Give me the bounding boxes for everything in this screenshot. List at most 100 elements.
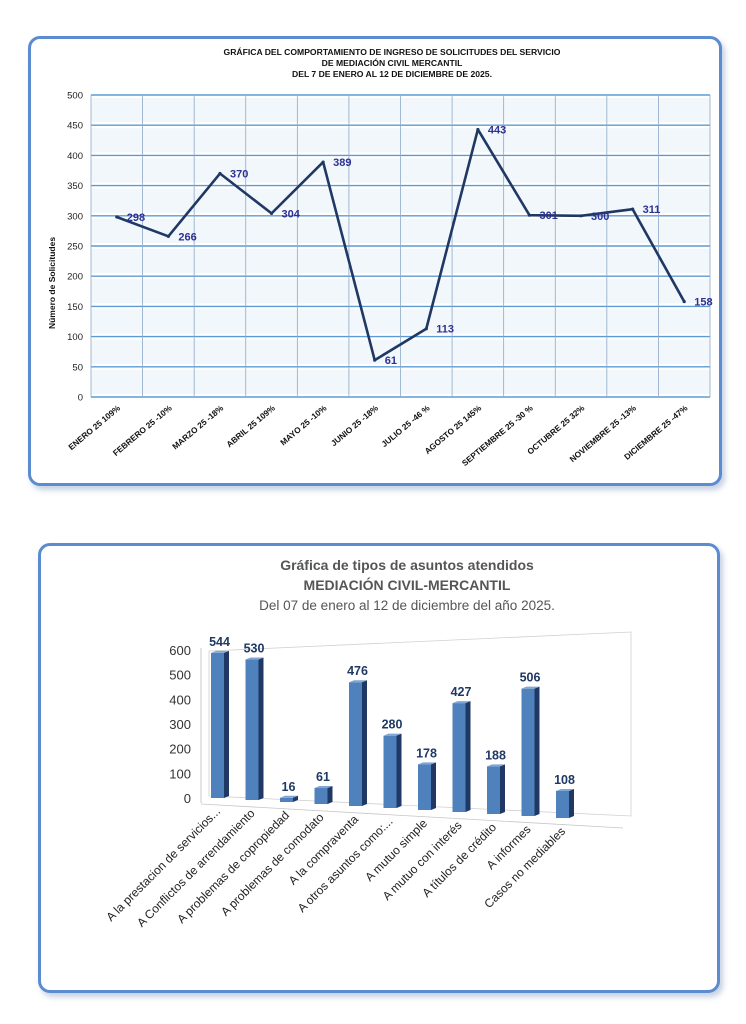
bar [418,764,431,810]
bar-top [211,650,229,653]
bar [452,703,466,812]
bar [521,688,535,816]
bar [556,791,569,818]
data-label: 298 [127,212,145,224]
data-label: 61 [316,770,330,784]
x-tick-label: ENERO 25 109% [66,402,122,452]
y-tick-label: 0 [184,791,191,806]
bar-side [258,657,264,800]
data-label: 301 [539,210,557,222]
x-tick-label: MAYO 25 -10% [278,402,329,447]
data-label: 113 [436,324,454,336]
data-point [682,299,686,304]
data-point [269,211,274,215]
data-point [527,213,532,217]
chart-title-line-1: GRÁFICA DEL COMPORTAMIENTO DE INGRESO DE… [224,47,561,57]
data-point [476,127,480,132]
y-tick-label: 500 [169,668,191,683]
y-tick-label: 200 [169,742,191,757]
data-point [321,160,325,164]
bar-side [431,762,436,810]
y-tick-label: 450 [67,121,83,132]
bar-chart-panel: Gráfica de tipos de asuntos atendidos ME… [38,543,720,993]
bar-top [383,733,402,736]
back-wall [208,631,632,817]
y-tick-label: 0 [78,393,83,404]
data-label: 188 [485,748,506,762]
data-point [218,171,222,176]
floor-edge [200,803,624,829]
data-label: 16 [282,780,296,794]
x-tick-label: MARZO 25 -18% [170,402,226,451]
bar-chart-title: Gráfica de tipos de asuntos atendidos [280,557,534,573]
chart-title-line-2: DE MEDIACIÓN CIVIL MERCANTIL [322,57,463,68]
bar-top [556,789,574,791]
data-label: 280 [382,718,403,732]
chart-title-line-3: DEL 7 DE ENERO AL 12 DE DICIEMBRE DE 202… [292,69,492,79]
data-label: 266 [178,231,196,243]
data-label: 178 [416,746,437,760]
bar-top [280,795,298,798]
y-tick-label: 50 [72,362,83,373]
bar-top [521,686,540,689]
x-tick-label: JUNIO 25 -18% [329,402,381,448]
bar [280,797,293,802]
series-line [116,128,686,362]
y-tick-label: 100 [169,766,191,781]
bar [349,682,362,806]
y-tick-label: 600 [169,643,191,658]
x-tick-label: ABRIL 25 109% [224,402,277,449]
bar-side [293,795,298,802]
x-tick-label: JULIO 25 -46 % [379,402,432,449]
bar-top [418,762,436,765]
bar-chart-date-range: Del 07 de enero al 12 de diciembre del a… [259,598,555,613]
data-label: 530 [244,642,265,656]
bar-top [452,701,471,704]
bar [245,659,259,800]
bar-side [569,789,574,818]
data-label: 300 [591,211,609,223]
bar-side [500,764,505,814]
data-label: 304 [282,208,301,220]
y-tick-label: 150 [67,302,83,313]
bar [487,766,500,814]
data-label: 370 [230,169,248,181]
bar-top [487,764,505,767]
bar-side [327,786,333,804]
bar [211,652,224,798]
bar [383,735,397,808]
data-point [424,327,428,331]
data-label: 158 [694,297,712,309]
data-point [631,207,635,211]
y-tick-label: 200 [67,272,83,283]
bar-side [465,701,471,812]
data-point [166,234,170,238]
bar-top [245,657,264,660]
bar-side [534,686,540,816]
y-tick-label: 400 [169,692,191,707]
y-tick-label: 100 [67,332,83,343]
bar-chart: Gráfica de tipos de asuntos atendidos ME… [103,557,632,930]
bar-side [396,733,402,808]
line-chart-panel: GRÁFICA DEL COMPORTAMIENTO DE INGRESO DE… [28,36,722,486]
data-label: 427 [451,685,472,699]
bar [314,788,328,804]
y-tick-label: 300 [169,717,191,732]
bar-side [362,680,367,806]
data-label: 476 [347,664,368,678]
y-tick-label: 250 [67,242,83,253]
y-tick-label: 350 [67,181,83,192]
data-label: 443 [488,124,506,136]
y-tick-label: 300 [67,211,83,222]
data-point [115,215,119,219]
data-label: 61 [385,355,397,367]
data-label: 506 [520,671,541,685]
y-axis-label: Número de Solicitudes [47,237,57,329]
y-tick-label: 500 [67,91,83,102]
data-point [579,214,583,218]
data-point [373,358,377,362]
line-chart: GRÁFICA DEL COMPORTAMIENTO DE INGRESO DE… [47,47,713,468]
data-label: 311 [643,204,661,216]
bar-top [314,786,333,789]
data-label: 544 [209,635,230,649]
